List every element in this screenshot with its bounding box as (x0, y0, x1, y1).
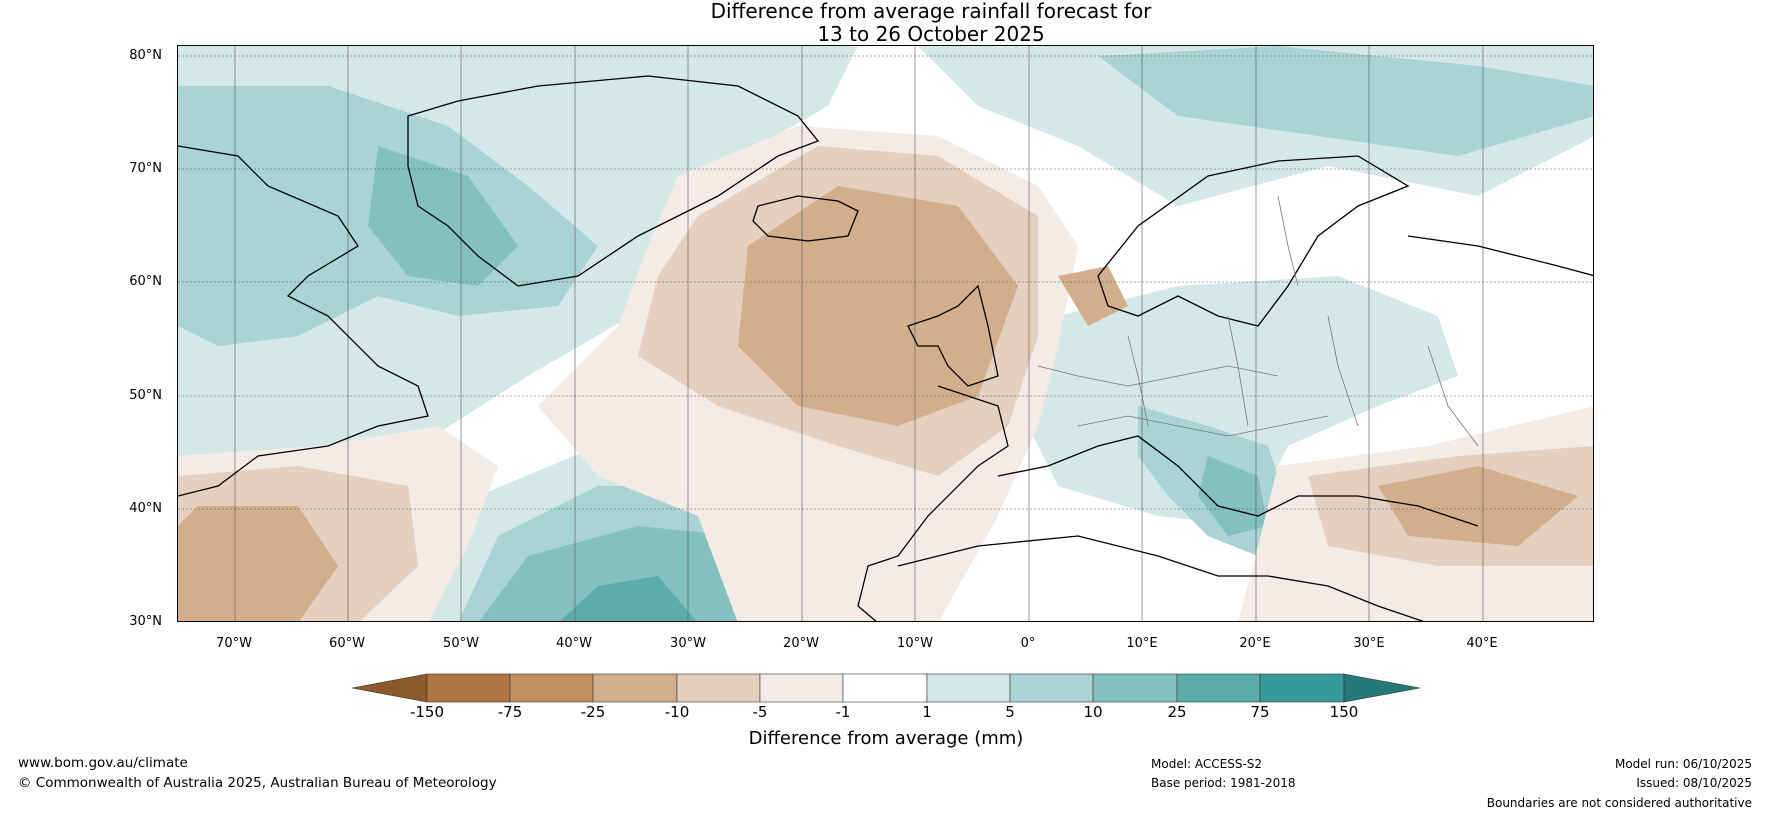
greenland-coast (407, 75, 820, 287)
legend-swatch-4 (676, 673, 761, 703)
lon-label-70w: 70°W (216, 636, 252, 651)
legend-swatch-6 (842, 673, 928, 703)
website-link[interactable]: www.bom.gov.au/climate (18, 755, 188, 771)
copyright-text: © Commonwealth of Australia 2025, Austra… (18, 775, 497, 791)
legend-tick-label: 5 (1005, 703, 1015, 721)
dry-region-dark (178, 506, 338, 621)
lon-label-10w: 10°W (897, 636, 933, 651)
lat-label-30n: 30°N (129, 614, 162, 629)
wet-region-darker (560, 576, 697, 621)
legend-tick-label: 1 (922, 703, 932, 721)
north-africa-coast (897, 535, 1425, 621)
legend-swatch-7 (926, 673, 1011, 703)
lat-label-50n: 50°N (129, 388, 162, 403)
title-line-2: 13 to 26 October 2025 (817, 22, 1045, 46)
legend-tick-label: 75 (1250, 703, 1270, 721)
lon-label-0: 0° (1020, 636, 1036, 651)
legend-colorbar (352, 673, 1421, 703)
north-america-coast (178, 145, 429, 497)
lon-label-60w: 60°W (329, 636, 365, 651)
legend-swatch-5 (759, 673, 844, 703)
coastlines (178, 75, 1593, 621)
wet-region-dark (479, 526, 778, 621)
lon-label-20w: 20°W (783, 636, 819, 651)
lon-label-30w: 30°W (670, 636, 706, 651)
legend-tick-label: -150 (409, 703, 445, 721)
graticule (178, 46, 1593, 621)
legend-tick-label: -25 (580, 703, 606, 721)
wet-region-mid (1098, 46, 1593, 156)
legend-swatch-12 (1343, 673, 1421, 703)
legend-tick-label: -1 (835, 703, 851, 721)
rainfall-anomaly-map (177, 45, 1594, 622)
lon-label-50w: 50°W (443, 636, 479, 651)
legend-tick-label: 25 (1167, 703, 1187, 721)
lat-label-40n: 40°N (129, 501, 162, 516)
map-title: Difference from average rainfall forecas… (0, 0, 1770, 46)
dry-region-dark (1058, 266, 1128, 326)
issued-date: Issued: 08/10/2025 (1636, 776, 1752, 790)
wet-region-dark (1198, 456, 1268, 536)
base-period: Base period: 1981-2018 (1151, 776, 1296, 790)
caspian-coast (1407, 235, 1593, 277)
model-run-date: Model run: 06/10/2025 (1614, 757, 1752, 771)
lon-label-10e: 10°E (1126, 636, 1158, 651)
lon-label-40e: 40°E (1466, 636, 1498, 651)
wet-region-light (1008, 276, 1458, 526)
legend-swatch-2 (509, 673, 594, 703)
lon-label-20e: 20°E (1239, 636, 1271, 651)
legend-swatch-3 (592, 673, 678, 703)
lon-label-40w: 40°W (556, 636, 592, 651)
lat-label-60n: 60°N (129, 274, 162, 289)
lat-label-70n: 70°N (129, 161, 162, 176)
mediterranean-coast (997, 435, 1479, 527)
lon-label-30e: 30°E (1353, 636, 1385, 651)
dry-region-dark (1378, 466, 1578, 546)
country-borders (1037, 195, 1479, 447)
legend-tick-label: 10 (1083, 703, 1103, 721)
scandinavia-coast (1097, 155, 1410, 327)
legend-tick-label: 150 (1329, 703, 1359, 721)
legend-swatch-1 (426, 673, 511, 703)
legend-swatch-9 (1092, 673, 1178, 703)
legend-swatch-11 (1259, 673, 1345, 703)
legend-swatch-8 (1009, 673, 1094, 703)
legend-tick-label: -10 (664, 703, 690, 721)
legend-tick-label: -5 (752, 703, 768, 721)
iceland-coast (752, 195, 859, 242)
british-isles-coast (907, 284, 999, 387)
legend-swatch-0 (352, 673, 428, 703)
legend-tick-label: -75 (497, 703, 523, 721)
model-name: Model: ACCESS-S2 (1151, 757, 1263, 771)
legend-title: Difference from average (mm) (748, 728, 1024, 749)
boundaries-disclaimer: Boundaries are not considered authoritat… (1486, 796, 1752, 810)
lat-label-80n: 80°N (129, 48, 162, 63)
europe-coast (857, 385, 1009, 621)
legend-swatch-10 (1176, 673, 1261, 703)
title-line-1: Difference from average rainfall forecas… (710, 0, 1152, 23)
wet-region-dark (368, 146, 518, 286)
